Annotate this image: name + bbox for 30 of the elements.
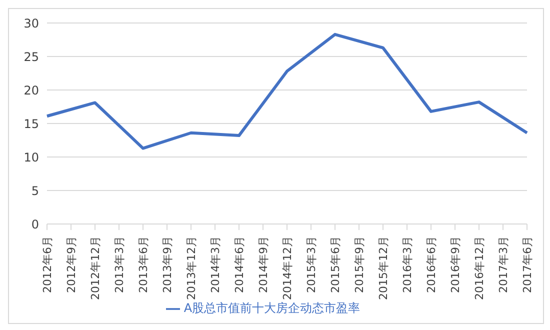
x-tick-label: 2013年9月 [161,236,174,293]
x-tick-label: 2015年3月 [305,236,318,293]
x-tick-label: 2013年12月 [185,236,198,300]
x-tick-label: 2015年12月 [377,236,390,300]
x-tick-label: 2014年3月 [209,236,222,293]
x-tick-label: 2012年12月 [89,236,102,300]
y-tick-label: 10 [24,150,39,164]
x-tick-label: 2016年12月 [473,236,486,300]
x-tick-label: 2012年6月 [41,236,54,293]
x-tick-label: 2015年9月 [353,236,366,293]
x-tick-label: 2014年6月 [233,236,246,293]
x-tick-label: 2013年3月 [113,236,126,293]
x-tick-label: 2016年3月 [401,236,414,293]
x-tick-label: 2015年6月 [329,236,342,293]
x-tick-label: 2012年9月 [65,236,78,293]
y-tick-label: 15 [24,116,39,131]
legend-label: A股总市值前十大房企动态市盈率 [184,301,360,315]
y-tick-label: 20 [24,83,39,98]
x-tick-label: 2016年6月 [425,236,438,293]
x-tick-label: 2017年3月 [497,236,510,293]
x-tick-label: 2014年9月 [257,236,270,293]
y-tick-label: 5 [31,184,39,198]
y-tick-label: 30 [24,16,39,30]
y-tick-label: 0 [31,217,39,232]
x-tick-label: 2017年6月 [521,236,534,293]
x-tick-label: 2013年6月 [137,236,150,293]
line-series [46,32,528,150]
x-tick-label: 2014年12月 [281,236,294,300]
y-tick-label: 25 [24,50,39,64]
x-tick-label: 2016年9月 [449,236,462,293]
